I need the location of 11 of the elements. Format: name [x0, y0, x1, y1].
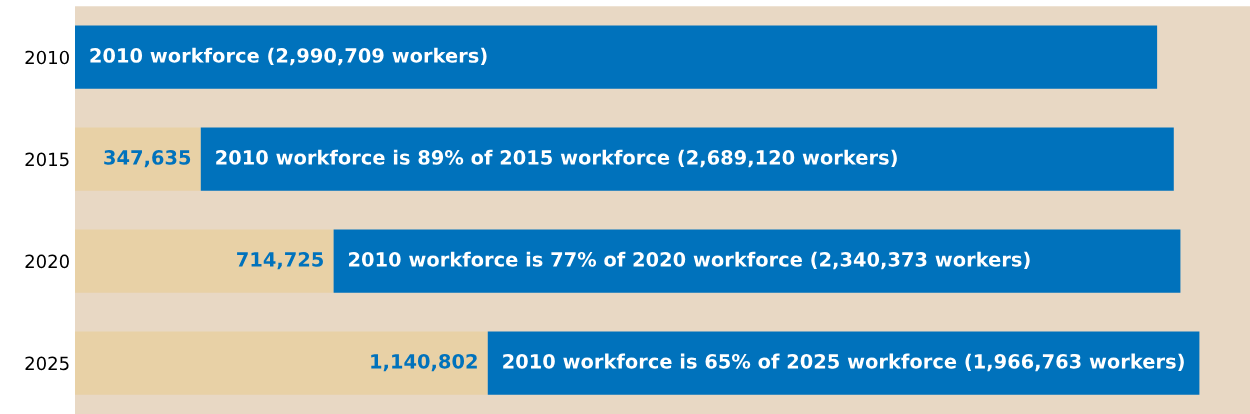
data-label: 2010 workforce is 65% of 2025 workforce (1,966,763 workers)	[503, 353, 1184, 372]
y-tick-label: 2020	[25, 254, 69, 269]
y-tick-label: 2025	[25, 356, 69, 371]
y-tick-label: 2015	[25, 152, 69, 167]
data-label: 347,635	[104, 150, 191, 168]
y-tick-label: 2010	[25, 50, 69, 65]
data-label: 2010 workforce is 77% of 2020 workforce (2,340,373 workers)	[349, 251, 1030, 270]
data-label: 1,140,802	[371, 353, 477, 372]
data-label: 2010 workforce is 89% of 2015 workforce (2,689,120 workers)	[216, 149, 897, 168]
data-label: 714,725	[237, 252, 323, 270]
data-label: 2010 workforce (2,990,709 workers)	[90, 47, 487, 66]
